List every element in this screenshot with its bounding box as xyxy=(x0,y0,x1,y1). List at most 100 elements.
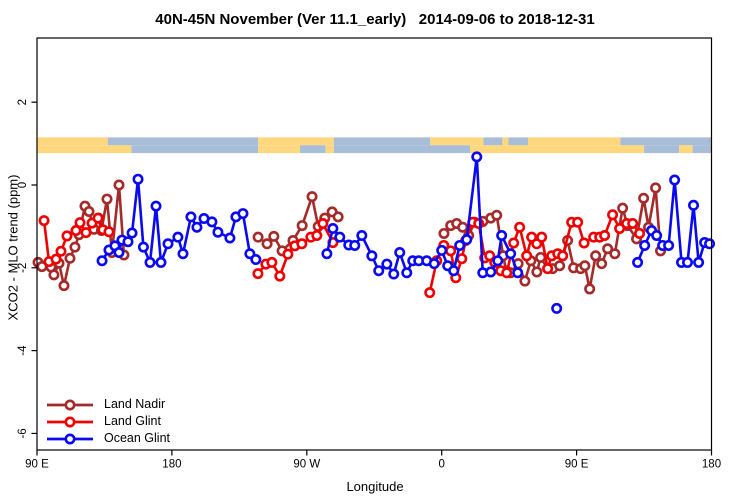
legend-line-circle-icon xyxy=(47,416,93,427)
data-point-ocean-glint xyxy=(172,231,184,243)
data-point-ocean-glint xyxy=(492,255,504,267)
data-point-land-nadir xyxy=(101,193,113,205)
map-strip-segment-land xyxy=(430,137,484,146)
data-point-ocean-glint xyxy=(551,302,563,314)
data-point-ocean-glint xyxy=(334,231,346,243)
map-strip-segment-land xyxy=(37,145,132,154)
map-strip-segment-land xyxy=(679,145,693,154)
data-point-land-nadir xyxy=(609,248,621,260)
data-point-land-nadir xyxy=(268,230,280,242)
data-point-ocean-glint xyxy=(144,256,156,268)
data-point-land-glint xyxy=(508,237,520,249)
data-point-land-glint xyxy=(536,231,548,243)
data-point-ocean-glint xyxy=(388,268,400,280)
data-point-land-glint xyxy=(521,250,533,262)
data-point-ocean-glint xyxy=(155,256,167,268)
data-point-land-glint xyxy=(50,253,62,265)
data-point-land-glint xyxy=(296,238,308,250)
x-tick-label: 90 W xyxy=(293,459,320,471)
data-point-land-glint xyxy=(424,287,436,299)
data-point-ocean-glint xyxy=(512,267,524,279)
y-axis-title: XCO2 - MLO trend (ppm) xyxy=(5,174,21,321)
map-strip-segment-land xyxy=(258,145,301,154)
data-point-land-nadir xyxy=(579,260,591,272)
data-point-ocean-glint xyxy=(162,238,174,250)
data-point-ocean-glint xyxy=(436,244,448,256)
map-strip-segment-land xyxy=(528,137,621,146)
map-strip-segment-ocean xyxy=(620,137,712,146)
map-strip-segment-ocean xyxy=(644,145,680,154)
data-point-land-nadir xyxy=(590,250,602,262)
map-strip-segment-ocean xyxy=(692,145,712,154)
data-point-ocean-glint xyxy=(349,239,361,251)
data-point-ocean-glint xyxy=(356,230,368,242)
data-point-land-nadir xyxy=(531,266,543,278)
data-point-land-glint xyxy=(266,256,278,268)
data-point-land-nadir xyxy=(554,260,566,272)
data-point-land-glint xyxy=(578,237,590,249)
data-point-land-glint xyxy=(92,212,104,224)
data-point-land-nadir xyxy=(261,238,273,250)
map-strip-segment-land xyxy=(258,137,334,146)
map-strip-segment-land xyxy=(470,145,645,154)
y-tick-label: 0 xyxy=(17,182,29,188)
data-point-ocean-glint xyxy=(122,236,134,248)
data-point-land-nadir xyxy=(650,182,662,194)
data-point-land-nadir xyxy=(83,205,95,217)
data-point-ocean-glint xyxy=(663,239,675,251)
data-point-land-glint xyxy=(80,227,92,239)
y-tick-label: 2 xyxy=(17,99,29,105)
map-strip-segment-ocean xyxy=(333,137,431,146)
data-point-ocean-glint xyxy=(212,226,224,238)
data-point-land-nadir xyxy=(638,192,650,204)
data-point-ocean-glint xyxy=(381,258,393,270)
data-point-ocean-glint xyxy=(693,256,705,268)
x-axis-title: Longitude xyxy=(346,479,404,494)
data-point-ocean-glint xyxy=(237,208,249,220)
data-point-ocean-glint xyxy=(448,265,460,277)
data-point-land-nadir xyxy=(602,243,614,255)
x-tick-label: 90 E xyxy=(25,459,49,471)
data-point-land-glint xyxy=(501,267,513,279)
data-point-land-glint xyxy=(317,218,329,230)
data-point-land-glint xyxy=(557,250,569,262)
data-point-ocean-glint xyxy=(327,222,339,234)
data-point-land-nadir xyxy=(113,179,125,191)
data-point-ocean-glint xyxy=(137,241,149,253)
legend: Land Nadir Land Glint Ocean Glint xyxy=(46,396,170,447)
data-point-land-glint xyxy=(311,230,323,242)
data-point-land-glint xyxy=(55,245,67,257)
y-tick-label: -4 xyxy=(17,345,29,356)
plot-border xyxy=(36,37,713,451)
data-point-land-nadir xyxy=(491,209,503,221)
map-strip-segment-land xyxy=(502,137,509,146)
data-point-land-glint xyxy=(634,227,646,239)
data-point-ocean-glint xyxy=(224,232,236,244)
data-point-ocean-glint xyxy=(191,221,203,233)
data-point-land-glint xyxy=(627,218,639,230)
map-strip-segment-land xyxy=(37,137,108,146)
x-tick-label: 0 xyxy=(438,459,444,471)
data-point-ocean-glint xyxy=(639,239,651,251)
data-point-land-glint xyxy=(445,245,457,257)
data-point-ocean-glint xyxy=(150,200,162,212)
data-point-land-nadir xyxy=(69,241,81,253)
map-strip-segment-ocean xyxy=(131,145,259,154)
legend-label: Land Nadir xyxy=(104,397,166,411)
data-point-land-nadir xyxy=(535,251,547,263)
legend-label: Ocean Glint xyxy=(104,431,171,445)
data-point-ocean-glint xyxy=(428,258,440,270)
data-point-ocean-glint xyxy=(651,230,663,242)
data-point-ocean-glint xyxy=(96,255,108,267)
data-point-land-nadir xyxy=(457,221,469,233)
data-point-ocean-glint xyxy=(132,173,144,185)
data-point-ocean-glint xyxy=(126,227,138,239)
legend-label: Land Glint xyxy=(104,414,161,428)
x-tick-label: 180 xyxy=(162,459,181,471)
data-point-ocean-glint xyxy=(669,174,681,186)
data-point-land-nadir xyxy=(306,191,318,203)
map-strip-segment-ocean xyxy=(333,145,471,154)
data-point-land-nadir xyxy=(438,227,450,239)
